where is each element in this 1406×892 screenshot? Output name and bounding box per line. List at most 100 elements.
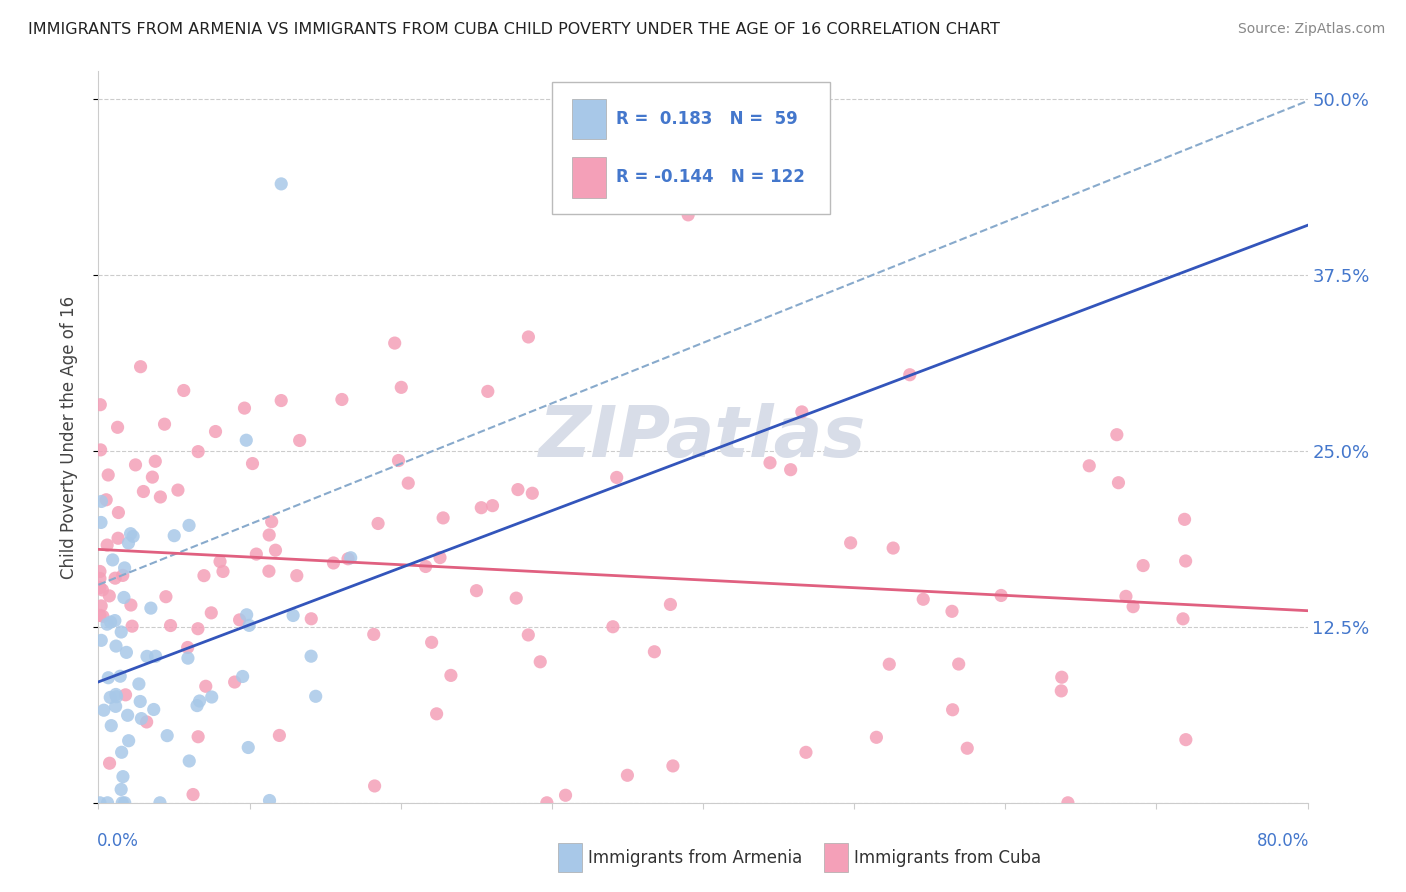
Point — [602, 620, 624, 634]
Point — [877, 657, 900, 672]
Point — [1057, 796, 1080, 810]
Point — [208, 555, 231, 569]
Point — [212, 565, 235, 579]
Point — [232, 669, 254, 683]
Point — [522, 486, 544, 500]
Point — [440, 668, 463, 682]
Point — [288, 434, 311, 448]
Point — [517, 628, 540, 642]
Point — [89, 608, 111, 623]
Point — [260, 515, 283, 529]
Point — [105, 690, 128, 704]
Text: Immigrants from Armenia: Immigrants from Armenia — [588, 848, 803, 867]
Point — [481, 499, 503, 513]
Point — [91, 609, 114, 624]
Point — [839, 536, 862, 550]
Point — [114, 688, 136, 702]
Point — [115, 645, 138, 659]
Point — [120, 598, 142, 612]
Point — [187, 730, 209, 744]
Point — [882, 541, 904, 555]
Point — [465, 583, 488, 598]
Point — [93, 703, 115, 717]
Point — [110, 625, 132, 640]
Point — [898, 368, 921, 382]
Point — [257, 564, 280, 578]
Point — [97, 671, 120, 685]
Point — [114, 796, 136, 810]
Point — [201, 690, 224, 704]
Point — [96, 492, 118, 507]
Point — [104, 688, 127, 702]
Point — [1171, 612, 1194, 626]
Point — [89, 571, 111, 585]
Point — [396, 476, 419, 491]
Point — [110, 669, 132, 683]
Point — [299, 649, 322, 664]
Point — [224, 675, 246, 690]
Point — [145, 649, 167, 664]
Point — [135, 714, 157, 729]
Point — [139, 601, 162, 615]
Point — [141, 470, 163, 484]
Point — [1050, 684, 1073, 698]
Point — [259, 793, 281, 807]
Point — [1050, 670, 1073, 684]
Point — [90, 442, 112, 457]
Point — [367, 516, 389, 531]
Point — [270, 393, 292, 408]
Point — [285, 568, 308, 582]
Y-axis label: Child Poverty Under the Age of 16: Child Poverty Under the Age of 16 — [59, 295, 77, 579]
Point — [1132, 558, 1154, 573]
Point — [91, 582, 114, 597]
Point — [128, 677, 150, 691]
Point — [235, 607, 257, 622]
Point — [643, 645, 665, 659]
Point — [142, 702, 165, 716]
Point — [104, 699, 127, 714]
Point — [389, 380, 412, 394]
Text: IMMIGRANTS FROM ARMENIA VS IMMIGRANTS FROM CUBA CHILD POVERTY UNDER THE AGE OF 1: IMMIGRANTS FROM ARMENIA VS IMMIGRANTS FR… — [28, 22, 1000, 37]
Point — [517, 330, 540, 344]
Point — [89, 565, 111, 579]
Point — [238, 618, 260, 632]
Point — [363, 627, 385, 641]
Point — [616, 768, 638, 782]
Point — [1115, 590, 1137, 604]
Point — [942, 703, 965, 717]
Point — [1173, 512, 1195, 526]
Point — [676, 208, 699, 222]
Point — [477, 384, 499, 399]
Point — [156, 729, 179, 743]
Point — [89, 796, 111, 810]
Point — [90, 516, 112, 530]
Point — [1122, 599, 1144, 614]
Point — [136, 649, 159, 664]
Point — [245, 547, 267, 561]
Point — [163, 529, 186, 543]
Point — [554, 789, 576, 803]
Point — [194, 679, 217, 693]
Point — [107, 506, 129, 520]
Point — [662, 759, 685, 773]
Point — [149, 796, 172, 810]
Point — [387, 453, 409, 467]
Point — [104, 571, 127, 585]
Point — [105, 639, 128, 653]
Point — [124, 458, 146, 472]
Point — [536, 796, 558, 810]
Text: 0.0%: 0.0% — [97, 832, 139, 850]
Point — [204, 425, 226, 439]
Point — [112, 591, 135, 605]
Point — [779, 463, 801, 477]
Point — [941, 604, 963, 618]
Point — [505, 591, 527, 606]
Point — [339, 550, 361, 565]
Point — [426, 706, 449, 721]
Point — [188, 694, 211, 708]
Point — [238, 740, 260, 755]
Point — [111, 770, 134, 784]
Point — [173, 384, 195, 398]
FancyBboxPatch shape — [551, 82, 830, 214]
Point — [330, 392, 353, 407]
